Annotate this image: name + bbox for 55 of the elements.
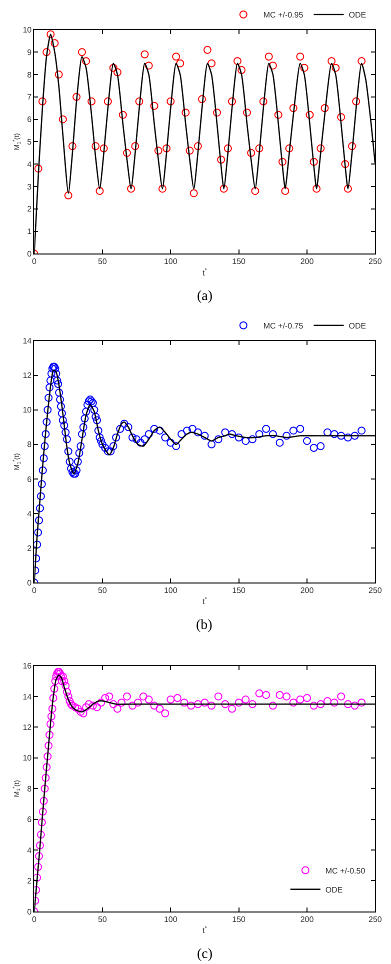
y-tick-label: 9 xyxy=(27,48,32,57)
y-tick-label: 6 xyxy=(27,474,32,484)
y-tick-label: 8 xyxy=(27,440,32,450)
x-tick-label: 200 xyxy=(300,257,314,266)
y-tick-label: 4 xyxy=(27,160,32,169)
legend-label: ODE xyxy=(348,10,366,20)
x-tick-label: 100 xyxy=(164,257,178,266)
y-tick-label: 1 xyxy=(27,227,32,236)
text: (b) xyxy=(196,618,213,633)
text: (a) xyxy=(197,289,213,304)
y-tick-label: 6 xyxy=(27,115,32,124)
y-tick-label: 7 xyxy=(27,92,32,102)
x-tick-label: 50 xyxy=(98,586,108,596)
text: (c) xyxy=(197,947,213,962)
x-tick-label: 200 xyxy=(300,915,314,924)
y-tick-label: 8 xyxy=(27,70,32,80)
legend-label: MC +/-0.95 xyxy=(263,10,304,20)
y-tick-label: 10 xyxy=(22,754,32,763)
y-tick-label: 8 xyxy=(27,784,32,794)
y-tick-label: 2 xyxy=(27,876,32,886)
y-tick-label: 2 xyxy=(27,544,32,553)
y-tick-label: 10 xyxy=(22,26,32,35)
y-tick-label: 0 xyxy=(27,578,32,588)
x-axis-title: t$^{*}$ xyxy=(202,926,208,936)
y-tick-label: 4 xyxy=(27,509,32,518)
x-tick-label: 150 xyxy=(232,915,246,924)
x-axis-title: t$^{*}$ xyxy=(202,596,208,606)
x-tick-label: 100 xyxy=(164,586,178,596)
y-tick-label: 12 xyxy=(22,722,32,732)
y-tick-label: 16 xyxy=(22,662,32,671)
x-tick-label: 250 xyxy=(368,915,382,924)
y-tick-label: 14 xyxy=(22,692,32,702)
y-tick-label: 14 xyxy=(22,336,32,346)
legend-label: ODE xyxy=(348,321,366,330)
y-tick-label: 0 xyxy=(27,907,32,916)
y-tick-label: 5 xyxy=(27,138,32,147)
y-tick-label: 2 xyxy=(27,204,32,214)
x-tick-label: 150 xyxy=(232,257,246,266)
y-tick-label: 10 xyxy=(22,406,32,415)
y-tick-label: 3 xyxy=(27,182,32,192)
y-tick-label: 0 xyxy=(27,249,32,258)
x-axis-title: t$^{*}$ xyxy=(202,268,208,278)
y-tick-label: 6 xyxy=(27,815,32,824)
x-tick-label: 200 xyxy=(300,586,314,596)
y-tick-label: 4 xyxy=(27,846,32,855)
x-tick-label: 100 xyxy=(164,915,178,924)
y-tick-label: 12 xyxy=(22,371,32,380)
legend-label: ODE xyxy=(325,885,343,894)
legend-label: MC +/-0.50 xyxy=(325,866,366,876)
x-tick-label: 250 xyxy=(368,257,382,266)
x-tick-label: 50 xyxy=(98,257,108,266)
x-tick-label: 150 xyxy=(232,586,246,596)
x-tick-label: 250 xyxy=(368,586,382,596)
x-tick-label: 50 xyxy=(98,915,108,924)
legend-label: MC +/-0.75 xyxy=(263,321,304,330)
